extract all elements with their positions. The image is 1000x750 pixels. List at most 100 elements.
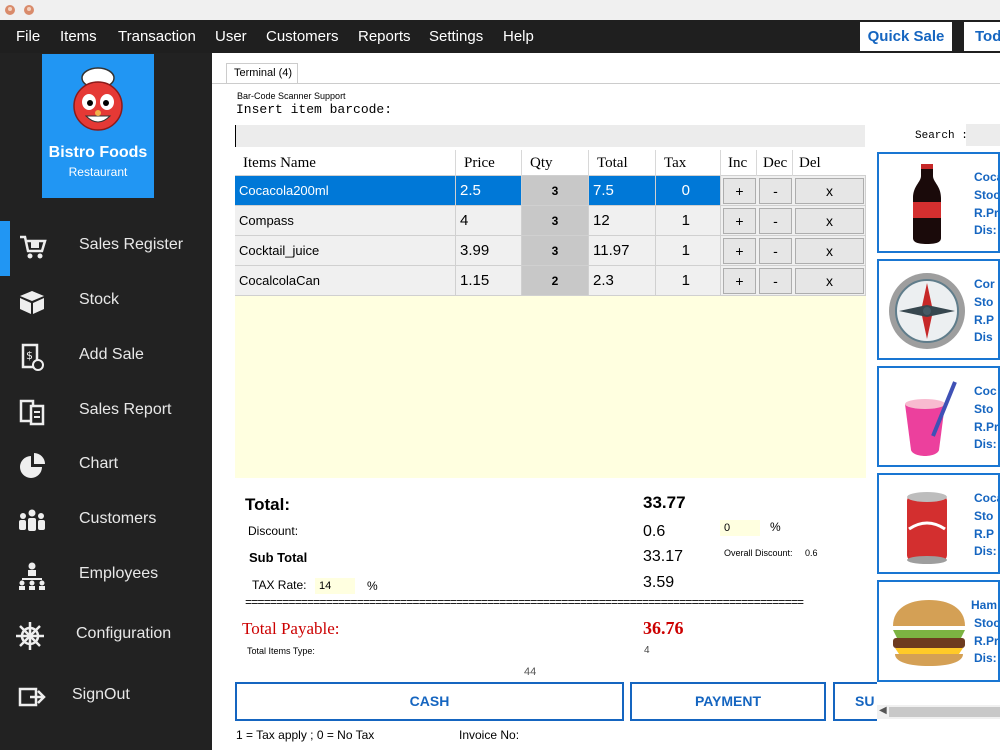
sidebar-item-label: SignOut	[72, 686, 130, 703]
cart-icon	[20, 235, 47, 259]
tax-value: 3.59	[643, 574, 675, 591]
product-card[interactable]: Cor Sto R.P Dis	[877, 259, 1000, 360]
cell-qty: 3	[522, 176, 589, 206]
column-header-tax: Tax	[656, 150, 721, 176]
scrollbar-thumb[interactable]	[889, 707, 1000, 717]
inc-button[interactable]: +	[723, 268, 756, 294]
search-input[interactable]	[966, 124, 1000, 146]
scroll-left-icon[interactable]: ◀	[879, 705, 887, 716]
product-stock: Sto	[974, 295, 994, 309]
menu-items[interactable]: Items	[60, 28, 97, 45]
quick-sale-button[interactable]: Quick Sale	[860, 22, 952, 51]
cell-total: 2.3	[589, 266, 656, 296]
dec-button[interactable]: -	[759, 268, 792, 294]
menu-customers[interactable]: Customers	[266, 28, 339, 45]
items-grid: Items Name Price Qty Total Tax Inc Dec D…	[235, 150, 866, 478]
wheel-icon	[16, 622, 44, 650]
product-discount: Dis: (	[974, 651, 998, 665]
compass-icon	[889, 273, 965, 349]
discount-value: 0.6	[643, 523, 666, 540]
menu-transaction[interactable]: Transaction	[118, 28, 196, 45]
overall-discount-value: 0.6	[805, 548, 818, 558]
tax-rate-percent: %	[367, 579, 378, 593]
sidebar-item-label: Configuration	[76, 625, 172, 642]
cell-total: 11.97	[589, 236, 656, 266]
inc-button[interactable]: +	[723, 238, 756, 264]
product-price: R.P	[974, 527, 995, 541]
cell-tax: 1	[656, 236, 721, 266]
dec-button[interactable]: -	[759, 208, 792, 234]
sidebar-item-label: Sales Report	[79, 401, 172, 418]
sidebar-item-label: Stock	[79, 291, 120, 308]
total-value: 33.77	[643, 493, 686, 512]
inc-button[interactable]: +	[723, 178, 756, 204]
delete-button[interactable]: x	[795, 268, 864, 294]
cash-button[interactable]: CASH	[235, 682, 624, 721]
product-card[interactable]: Coca Stoc R.Pr Dis:	[877, 152, 1000, 253]
total-payable-label: Total Payable:	[242, 619, 340, 638]
column-header-del: Del	[799, 155, 821, 171]
sidebar-item-stock[interactable]: Stock	[0, 276, 212, 326]
brand-subtitle: Restaurant	[68, 165, 128, 179]
cell-tax: 1	[656, 266, 721, 296]
table-row[interactable]: Compass 4 3 12 1 + - x	[235, 206, 866, 236]
sidebar-item-customers[interactable]: Customers	[0, 495, 212, 545]
sidebar: Bistro Foods Restaurant Sales Register S…	[0, 53, 212, 750]
table-row[interactable]: CocalcolaCan 1.15 2 2.3 1 + - x	[235, 266, 866, 296]
column-header-price: Price	[456, 150, 522, 176]
menu-user[interactable]: User	[215, 28, 247, 45]
sidebar-item-sales-register[interactable]: Sales Register	[0, 221, 212, 276]
brand-logo: Bistro Foods Restaurant	[42, 54, 154, 198]
cell-name: CocalcolaCan	[235, 266, 456, 296]
discount-input[interactable]: 0	[720, 520, 760, 536]
sidebar-item-signout[interactable]: SignOut	[0, 671, 212, 721]
sidebar-item-label: Employees	[79, 565, 159, 582]
menu-help[interactable]: Help	[503, 28, 534, 45]
product-card[interactable]: Ham Stoc R.Pri Dis: (	[877, 580, 1000, 682]
menu-file[interactable]: File	[16, 28, 41, 45]
items-type-label: Total Items Type:	[247, 646, 315, 656]
summary-button[interactable]: SU	[833, 682, 877, 721]
sidebar-item-add-sale[interactable]: $ Add Sale	[0, 331, 212, 381]
dec-button[interactable]: -	[759, 238, 792, 264]
column-header-inc: Inc	[721, 150, 757, 176]
pie-chart-icon	[20, 453, 45, 478]
product-card[interactable]: Coc Sto R.Pr Dis:	[877, 366, 1000, 467]
cell-price: 4	[456, 206, 522, 236]
payment-button[interactable]: PAYMENT	[630, 682, 826, 721]
hamburger-icon	[893, 600, 965, 666]
delete-button[interactable]: x	[795, 208, 864, 234]
table-row[interactable]: Cocacola200ml 2.5 3 7.5 0 + - x	[235, 176, 866, 206]
menu-settings[interactable]: Settings	[429, 28, 484, 45]
product-scrollbar[interactable]: ◀	[877, 705, 1000, 719]
delete-button[interactable]: x	[795, 178, 864, 204]
sidebar-item-employees[interactable]: Employees	[0, 550, 212, 600]
column-header-qty: Qty	[522, 150, 589, 176]
totals-divider: ========================================…	[245, 596, 804, 610]
cell-total: 7.5	[589, 176, 656, 206]
product-stock: Sto	[974, 402, 994, 416]
table-row[interactable]: Cocktail_juice 3.99 3 11.97 1 + - x	[235, 236, 866, 266]
sub-total-label: Sub Total	[249, 550, 308, 565]
sidebar-item-sales-report[interactable]: Sales Report	[0, 386, 212, 436]
today-button[interactable]: Tod	[964, 22, 1000, 51]
tab-terminal[interactable]: Terminal (4)	[226, 63, 298, 84]
sidebar-item-label: Add Sale	[79, 346, 144, 363]
sidebar-item-label: Sales Register	[79, 236, 184, 253]
dec-button[interactable]: -	[759, 178, 792, 204]
delete-button[interactable]: x	[795, 238, 864, 264]
product-name: Coca	[974, 170, 998, 184]
sidebar-item-configuration[interactable]: Configuration	[0, 610, 212, 660]
product-price: R.Pri	[974, 634, 1000, 648]
sidebar-item-chart[interactable]: Chart	[0, 440, 212, 490]
cell-price: 3.99	[456, 236, 522, 266]
menu-reports[interactable]: Reports	[358, 28, 411, 45]
product-card[interactable]: Coca Sto R.P Dis:	[877, 473, 1000, 574]
inc-button[interactable]: +	[723, 208, 756, 234]
barcode-input[interactable]	[235, 125, 865, 147]
tax-rate-input[interactable]: 14	[315, 578, 355, 594]
cell-price: 1.15	[456, 266, 522, 296]
cocktail-icon	[905, 381, 957, 456]
product-stock: Stoc	[974, 616, 1000, 630]
column-header-name: Items Name	[235, 150, 456, 176]
